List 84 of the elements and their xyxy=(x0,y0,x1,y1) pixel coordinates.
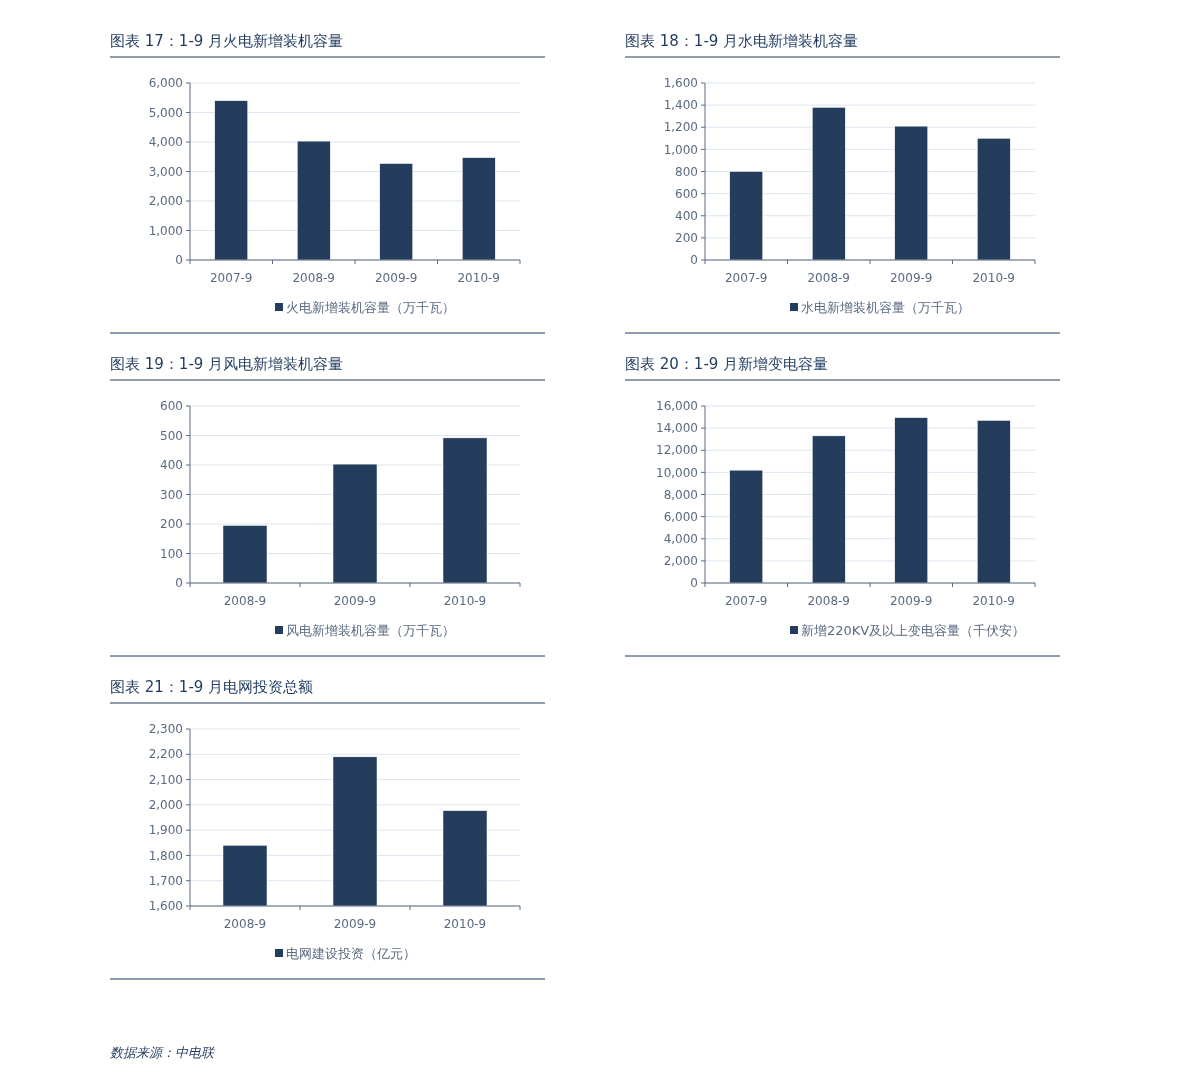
x-tick-label: 2009-9 xyxy=(333,917,377,931)
x-tick-label: 2010-9 xyxy=(443,594,487,608)
legend-label: 风电新增装机容量（万千瓦） xyxy=(286,623,455,638)
y-tick-label: 400 xyxy=(675,208,698,223)
y-tick-label: 600 xyxy=(675,186,698,201)
bar xyxy=(214,100,248,261)
x-tick-label: 2008-9 xyxy=(223,594,267,608)
x-tick-label: 2008-9 xyxy=(807,594,851,608)
y-tick-label: 1,700 xyxy=(148,873,183,888)
x-tick-label: 2007-9 xyxy=(209,271,253,285)
chart-title: 图表 21：1-9 月电网投资总额 xyxy=(110,678,314,696)
chart-title: 图表 20：1-9 月新增变电容量 xyxy=(625,355,829,373)
bar xyxy=(812,435,846,584)
y-tick-label: 5,000 xyxy=(148,105,183,120)
y-tick-label: 6,000 xyxy=(663,509,698,524)
x-tick-label: 2009-9 xyxy=(889,271,933,285)
bar xyxy=(894,417,928,584)
y-tick-label: 800 xyxy=(675,164,698,179)
y-tick-label: 1,000 xyxy=(663,142,698,157)
x-tick-label: 2008-9 xyxy=(807,271,851,285)
y-tick-label: 16,000 xyxy=(656,399,698,414)
y-tick-label: 2,000 xyxy=(663,554,698,569)
y-tick-label: 2,000 xyxy=(148,194,183,209)
x-tick-label: 2010-9 xyxy=(457,271,501,285)
x-tick-label: 2007-9 xyxy=(724,271,768,285)
bar xyxy=(977,138,1011,261)
y-tick-label: 1,800 xyxy=(148,848,183,863)
y-tick-label: 500 xyxy=(160,428,183,443)
x-tick-label: 2010-9 xyxy=(443,917,487,931)
y-tick-label: 3,000 xyxy=(148,164,183,179)
y-tick-label: 0 xyxy=(690,576,698,591)
y-tick-label: 0 xyxy=(175,253,183,268)
y-tick-label: 1,900 xyxy=(148,823,183,838)
bar xyxy=(729,469,763,584)
x-tick-label: 2008-9 xyxy=(292,271,336,285)
x-tick-label: 2010-9 xyxy=(972,594,1016,608)
y-tick-label: 6,000 xyxy=(148,76,183,91)
legend-label: 新增220KV及以上变电容量（千伏安） xyxy=(801,623,1026,638)
y-tick-label: 1,000 xyxy=(148,223,183,238)
y-tick-label: 200 xyxy=(675,231,698,246)
y-tick-label: 8,000 xyxy=(663,487,698,502)
bar xyxy=(332,463,378,584)
bar xyxy=(222,525,268,584)
y-tick-label: 2,300 xyxy=(148,722,183,737)
y-tick-label: 300 xyxy=(160,487,183,502)
y-tick-label: 600 xyxy=(160,399,183,414)
bar xyxy=(812,107,846,261)
y-tick-label: 1,200 xyxy=(663,120,698,135)
y-tick-label: 100 xyxy=(160,546,183,561)
bar xyxy=(977,420,1011,584)
y-tick-label: 10,000 xyxy=(656,465,698,480)
x-tick-label: 2008-9 xyxy=(223,917,267,931)
y-tick-label: 2,200 xyxy=(148,747,183,762)
bar xyxy=(729,171,763,261)
x-tick-label: 2009-9 xyxy=(374,271,418,285)
x-tick-label: 2007-9 xyxy=(724,594,768,608)
x-tick-label: 2009-9 xyxy=(889,594,933,608)
legend-label: 火电新增装机容量（万千瓦） xyxy=(286,300,455,315)
y-tick-label: 0 xyxy=(175,576,183,591)
bar xyxy=(379,163,413,261)
y-tick-label: 4,000 xyxy=(148,135,183,150)
bar xyxy=(894,125,928,261)
x-tick-label: 2009-9 xyxy=(333,594,377,608)
x-tick-label: 2010-9 xyxy=(972,271,1016,285)
chart-title: 图表 17：1-9 月火电新增装机容量 xyxy=(110,32,344,50)
y-tick-label: 4,000 xyxy=(663,531,698,546)
source-note: 数据来源：中电联 xyxy=(110,1045,216,1060)
y-tick-label: 2,000 xyxy=(148,798,183,813)
y-tick-label: 200 xyxy=(160,517,183,532)
legend-label: 水电新增装机容量（万千瓦） xyxy=(801,300,970,315)
y-tick-label: 1,400 xyxy=(663,98,698,113)
chart-title: 图表 19：1-9 月风电新增装机容量 xyxy=(110,355,344,373)
bar xyxy=(462,157,496,261)
chart-title: 图表 18：1-9 月水电新增装机容量 xyxy=(625,32,859,50)
y-tick-label: 0 xyxy=(690,253,698,268)
legend-label: 电网建设投资（亿元） xyxy=(286,946,416,961)
y-tick-label: 1,600 xyxy=(148,899,183,914)
y-tick-label: 400 xyxy=(160,458,183,473)
y-tick-label: 14,000 xyxy=(656,421,698,436)
bar xyxy=(297,140,331,261)
y-tick-label: 1,600 xyxy=(663,76,698,91)
y-tick-label: 12,000 xyxy=(656,443,698,458)
bar xyxy=(442,437,488,584)
y-tick-label: 2,100 xyxy=(148,772,183,787)
